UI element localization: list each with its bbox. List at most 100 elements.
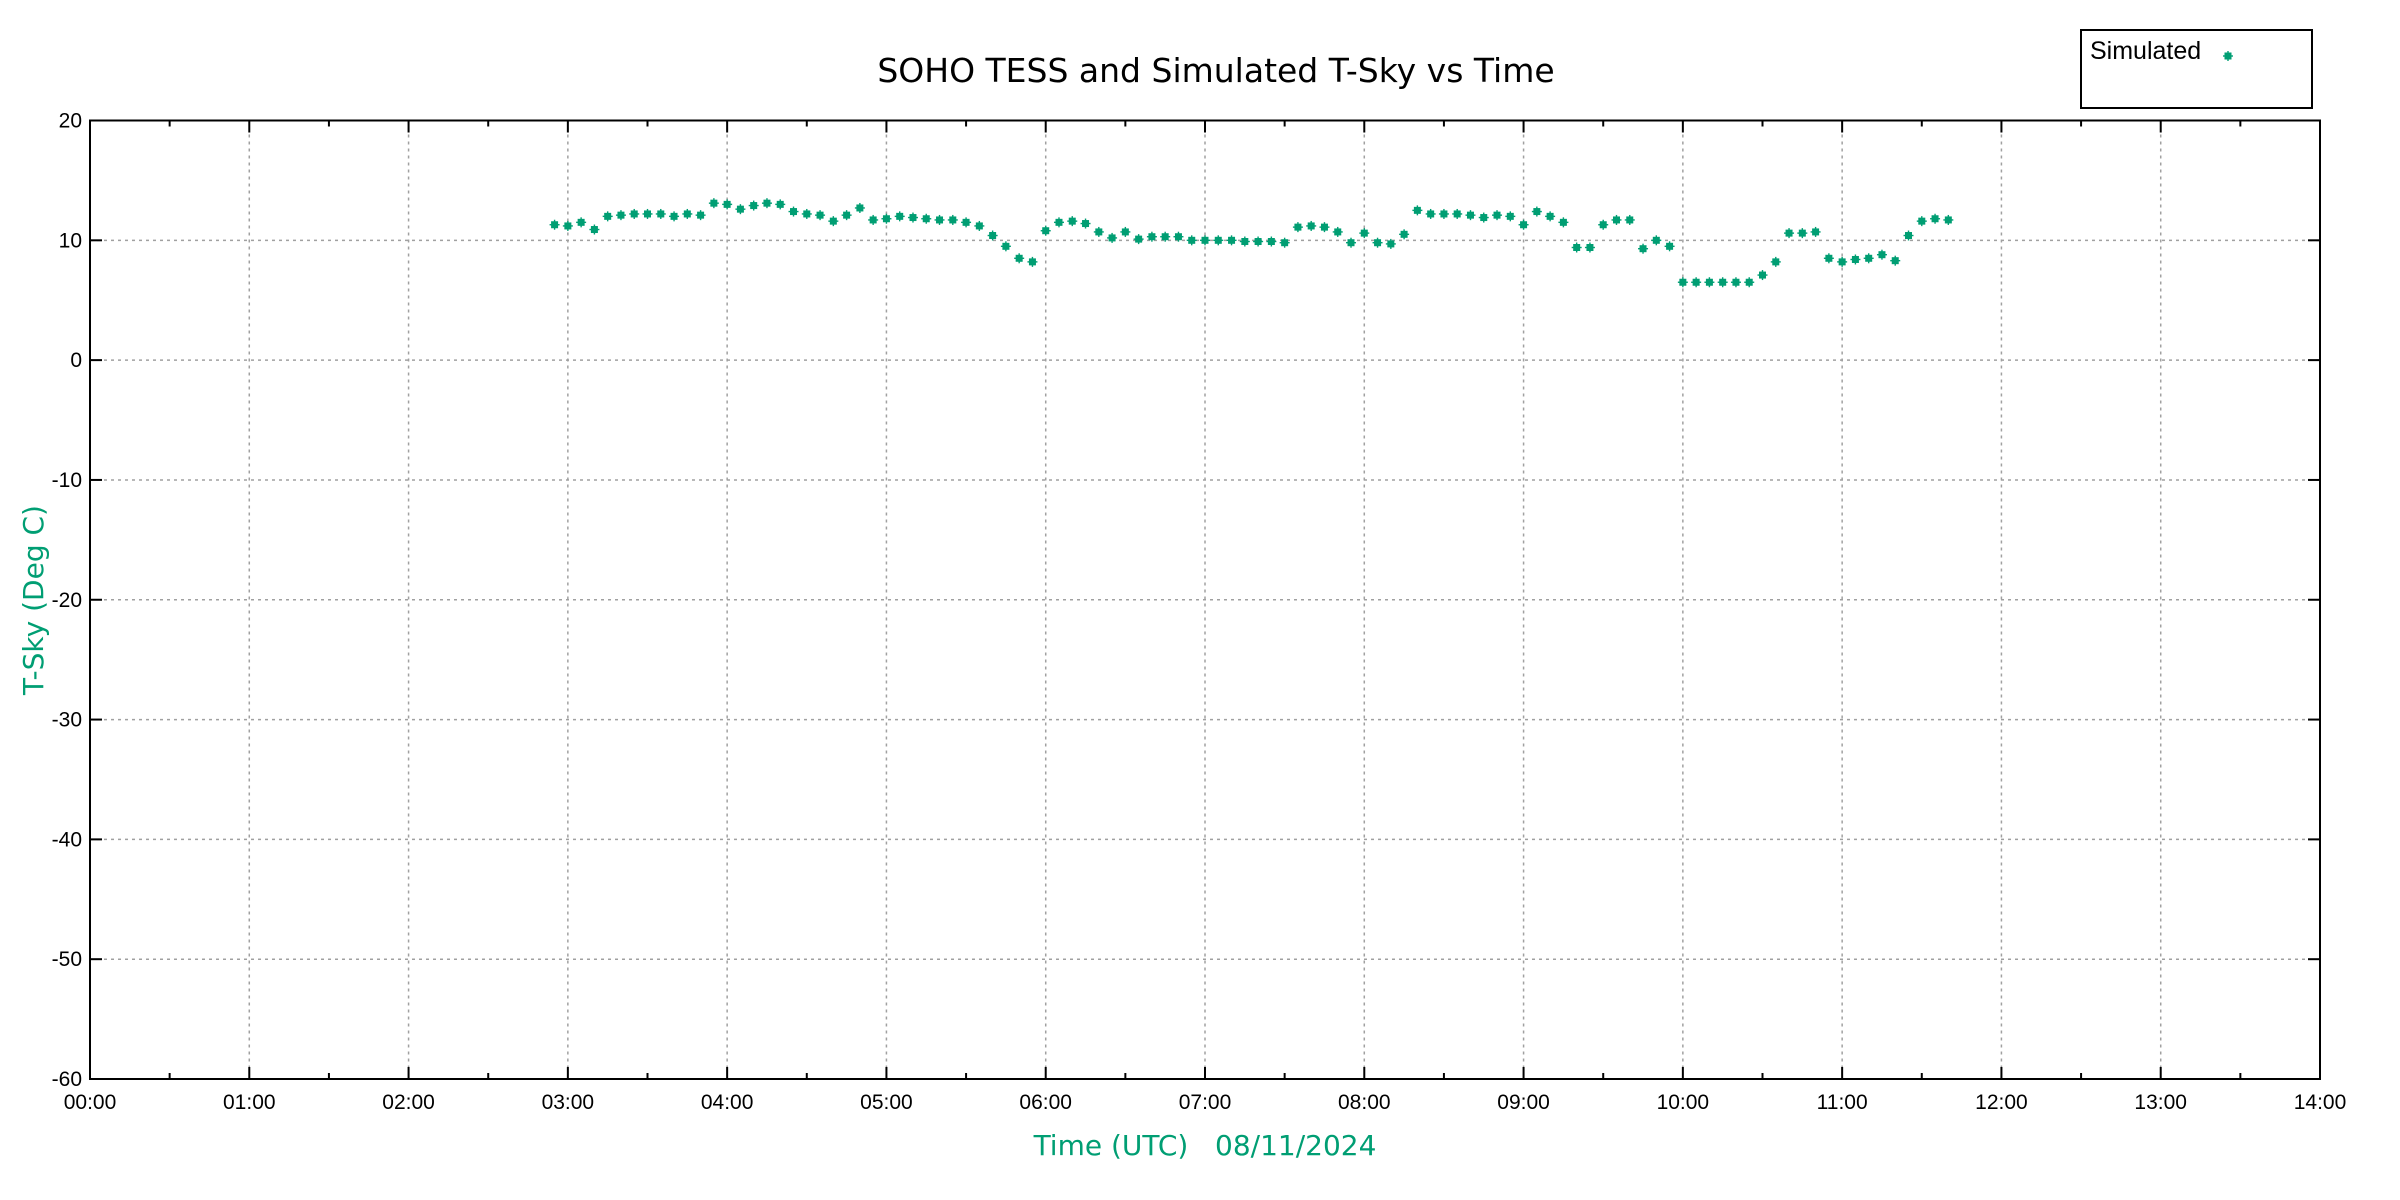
data-point bbox=[1518, 219, 1529, 230]
data-point bbox=[1067, 216, 1078, 227]
data-point bbox=[1080, 218, 1091, 229]
data-point bbox=[1346, 237, 1357, 248]
x-tick-label: 03:00 bbox=[542, 1091, 595, 1114]
data-point bbox=[1492, 210, 1503, 221]
data-point bbox=[629, 208, 640, 219]
data-point bbox=[602, 211, 613, 222]
y-tick-label: -50 bbox=[52, 948, 82, 971]
data-point bbox=[1385, 238, 1396, 249]
points bbox=[549, 198, 1954, 288]
y-tick-label: -60 bbox=[52, 1068, 82, 1091]
data-point bbox=[1797, 228, 1808, 239]
legend-marker-point bbox=[2223, 51, 2233, 61]
data-point bbox=[1173, 231, 1184, 242]
x-tick-label: 09:00 bbox=[1497, 1091, 1550, 1114]
data-point bbox=[1744, 277, 1755, 288]
data-point bbox=[1266, 236, 1277, 247]
data-point bbox=[1930, 213, 1941, 224]
grid bbox=[90, 120, 2320, 1079]
data-point bbox=[1399, 229, 1410, 240]
data-point bbox=[748, 200, 759, 211]
data-point bbox=[576, 217, 587, 228]
data-point bbox=[1292, 222, 1303, 233]
data-point bbox=[987, 230, 998, 241]
data-point bbox=[934, 214, 945, 225]
data-point bbox=[1598, 219, 1609, 230]
data-point bbox=[655, 208, 666, 219]
data-point bbox=[1876, 249, 1887, 260]
data-point bbox=[947, 214, 958, 225]
data-point bbox=[1014, 253, 1025, 264]
data-point bbox=[921, 213, 932, 224]
data-point bbox=[1040, 225, 1051, 236]
data-point bbox=[589, 224, 600, 235]
data-point bbox=[1624, 214, 1635, 225]
data-point bbox=[1253, 236, 1264, 247]
data-point bbox=[1093, 226, 1104, 237]
y-tick-label: -10 bbox=[52, 469, 82, 492]
x-tick-label: 11:00 bbox=[1817, 1091, 1868, 1114]
data-point bbox=[1412, 205, 1423, 216]
data-point bbox=[1120, 226, 1131, 237]
data-point bbox=[1505, 211, 1516, 222]
data-point bbox=[1704, 277, 1715, 288]
data-point bbox=[881, 213, 892, 224]
ticks: 00:00 01:00 02:00 03:00 04:00 05:00 06:00 07:00… bbox=[52, 110, 2347, 1115]
legend-label-simulated: Simulated bbox=[2090, 37, 2201, 65]
data-point bbox=[1850, 254, 1861, 265]
data-point bbox=[761, 198, 772, 209]
y-tick-label: 0 bbox=[70, 349, 82, 372]
data-point bbox=[1000, 241, 1011, 252]
data-point bbox=[841, 210, 852, 221]
legend-box bbox=[2080, 29, 2313, 109]
data-point bbox=[1890, 255, 1901, 266]
x-tick-label: 01:00 bbox=[223, 1091, 276, 1114]
data-point bbox=[615, 210, 626, 221]
x-axis-label: Time (UTC) 08/11/2024 bbox=[1033, 1129, 1377, 1162]
data-point bbox=[894, 211, 905, 222]
data-point bbox=[1730, 277, 1741, 288]
data-point bbox=[1638, 243, 1649, 254]
data-point bbox=[562, 220, 573, 231]
y-tick-label: -30 bbox=[52, 709, 82, 732]
data-point bbox=[669, 211, 680, 222]
data-point bbox=[1571, 242, 1582, 253]
data-point bbox=[1651, 235, 1662, 246]
data-point bbox=[1916, 216, 1927, 227]
data-point bbox=[1186, 235, 1197, 246]
data-point bbox=[1160, 231, 1171, 242]
x-tick-label: 12:00 bbox=[1975, 1091, 2028, 1114]
data-point bbox=[775, 199, 786, 210]
y-tick-label: -40 bbox=[52, 828, 82, 851]
data-point bbox=[1332, 226, 1343, 237]
x-tick-label: 10:00 bbox=[1657, 1091, 1710, 1114]
data-point bbox=[1279, 237, 1290, 248]
data-point bbox=[1717, 277, 1728, 288]
data-point bbox=[1146, 231, 1157, 242]
data-point bbox=[1226, 235, 1237, 246]
data-point bbox=[1784, 228, 1795, 239]
data-point bbox=[907, 212, 918, 223]
data-point bbox=[549, 219, 560, 230]
data-point bbox=[1239, 236, 1250, 247]
data-point bbox=[815, 210, 826, 221]
data-point bbox=[1863, 253, 1874, 264]
chart-title: SOHO TESS and Simulated T-Sky vs Time bbox=[877, 51, 1554, 90]
data-point bbox=[1810, 226, 1821, 237]
x-tick-label: 02:00 bbox=[382, 1091, 435, 1114]
data-point bbox=[961, 217, 972, 228]
data-point bbox=[1584, 242, 1595, 253]
y-axis-label: T-Sky (Deg C) bbox=[17, 505, 50, 696]
x-tick-label: 04:00 bbox=[701, 1091, 754, 1114]
legend-marker-simulated bbox=[2223, 51, 2233, 61]
x-tick-label: 05:00 bbox=[860, 1091, 913, 1114]
data-point bbox=[1770, 256, 1781, 267]
data-point bbox=[1545, 211, 1556, 222]
data-point bbox=[1053, 217, 1064, 228]
data-point bbox=[642, 208, 653, 219]
data-point bbox=[1107, 232, 1118, 243]
y-tick-label: -20 bbox=[52, 589, 82, 612]
data-point bbox=[1452, 208, 1463, 219]
data-point bbox=[801, 208, 812, 219]
x-tick-label: 13:00 bbox=[2134, 1091, 2187, 1114]
